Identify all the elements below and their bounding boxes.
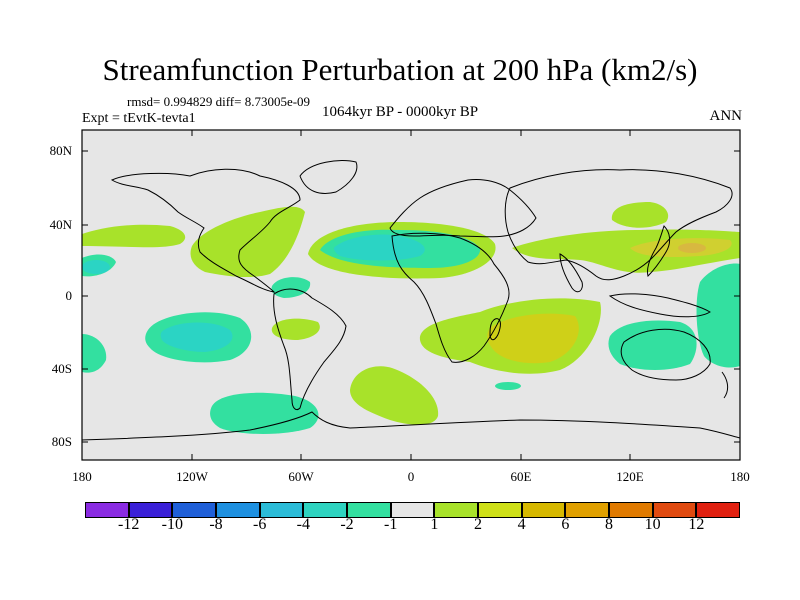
- positive-region-north-pacific: [82, 224, 186, 248]
- colorbar-swatch: [259, 502, 304, 518]
- colorbar-label: -8: [209, 516, 223, 533]
- colorbar-label: 4: [517, 516, 526, 533]
- lon-label-180w: 180: [72, 469, 92, 484]
- lon-label-120w: 120W: [176, 469, 209, 484]
- colorbar-swatch: [85, 502, 129, 518]
- colorbar-swatch: [565, 502, 609, 518]
- positive-region-north-america: [190, 206, 305, 278]
- colorbar: [85, 502, 740, 518]
- coast-australia: [620, 328, 711, 381]
- negative-core-north-pacific-west: [82, 260, 110, 274]
- negative-region-small-south: [495, 382, 521, 390]
- colorbar-swatch: [347, 502, 391, 518]
- lat-label-80n: 80N: [50, 143, 73, 158]
- negative-region-south-pacific-west: [82, 334, 107, 373]
- negative-region-tropical-atlantic: [271, 277, 311, 298]
- negative-region-southern-ocean: [210, 392, 319, 434]
- negative-core-east-pacific: [160, 322, 233, 352]
- positive-region-southern-ocean: [350, 366, 439, 425]
- period-label: 1064kyr BP - 0000kyr BP: [322, 104, 479, 120]
- colorbar-label: 1: [430, 516, 439, 533]
- chart-title: Streamfunction Perturbation at 200 hPa (…: [102, 52, 698, 87]
- lon-label-180e: 180: [730, 469, 750, 484]
- experiment-label: Expt = tEvtK-tevta1: [82, 111, 196, 126]
- colorbar-label: -1: [383, 516, 398, 533]
- coast-south-america: [273, 288, 347, 411]
- colorbar-swatch: [390, 502, 435, 518]
- coast-madagascar: [489, 318, 501, 341]
- colorbar-label: -10: [161, 516, 183, 533]
- negative-core-north-atlantic: [333, 234, 425, 261]
- colorbar-label: 10: [644, 516, 661, 533]
- colorbar-swatch: [172, 502, 216, 518]
- positive-peak-west-pacific: [678, 243, 706, 253]
- positive-region-south-america: [271, 318, 320, 340]
- lat-label-0: 0: [66, 288, 73, 303]
- coastlines: [82, 160, 740, 441]
- lon-label-0: 0: [408, 469, 415, 484]
- lat-label-40n: 40N: [50, 217, 73, 232]
- colorbar-label: -6: [252, 516, 267, 533]
- coast-north-america: [110, 168, 301, 293]
- colorbar-swatch: [303, 502, 347, 518]
- axis-labels: 80N 40N 0 40S 80S 180 120W 60W 0 60E 120…: [50, 143, 750, 484]
- colorbar-swatch: [652, 502, 697, 518]
- colorbar-swatch: [609, 502, 653, 518]
- colorbar-swatch: [434, 502, 478, 518]
- colorbar-label: -12: [117, 516, 140, 533]
- coast-indonesia: [608, 293, 711, 318]
- coast-greenland: [299, 160, 358, 194]
- colorbar-label: 8: [605, 516, 613, 533]
- lat-label-80s: 80S: [52, 434, 72, 449]
- colorbar-swatch: [128, 502, 173, 518]
- contour-fields: [82, 202, 740, 434]
- axis-ticks: [81, 130, 741, 460]
- season-label: ANN: [709, 108, 743, 124]
- coast-new-zealand: [721, 371, 729, 399]
- colorbar-swatch: [696, 502, 740, 518]
- negative-region-indian-ocean: [608, 320, 697, 370]
- colorbar-swatch: [216, 502, 260, 518]
- colorbar-swatch: [521, 502, 566, 518]
- colorbar-label: -4: [296, 516, 310, 533]
- colorbar-label: 6: [561, 516, 570, 533]
- colorbar-label: -2: [340, 516, 354, 533]
- coast-india: [559, 253, 583, 293]
- coast-asia: [504, 169, 733, 281]
- lon-label-120e: 120E: [616, 469, 644, 484]
- lat-label-40s: 40S: [52, 361, 72, 376]
- lon-label-60w: 60W: [288, 469, 314, 484]
- positive-region-mediterranean: [611, 202, 669, 228]
- colorbar-label: 12: [688, 516, 705, 533]
- stats-label: rmsd= 0.994829 diff= 8.73005e-09: [127, 94, 311, 109]
- coast-japan: [647, 225, 671, 277]
- coast-africa: [391, 232, 510, 363]
- negative-region-west-pacific-south: [696, 263, 740, 368]
- colorbar-swatch: [478, 502, 522, 518]
- coast-europe: [389, 179, 537, 238]
- lon-label-60e: 60E: [511, 469, 532, 484]
- positive-core-south-atlantic: [487, 313, 579, 364]
- coast-antarctica: [82, 411, 740, 441]
- colorbar-label: 2: [474, 516, 482, 533]
